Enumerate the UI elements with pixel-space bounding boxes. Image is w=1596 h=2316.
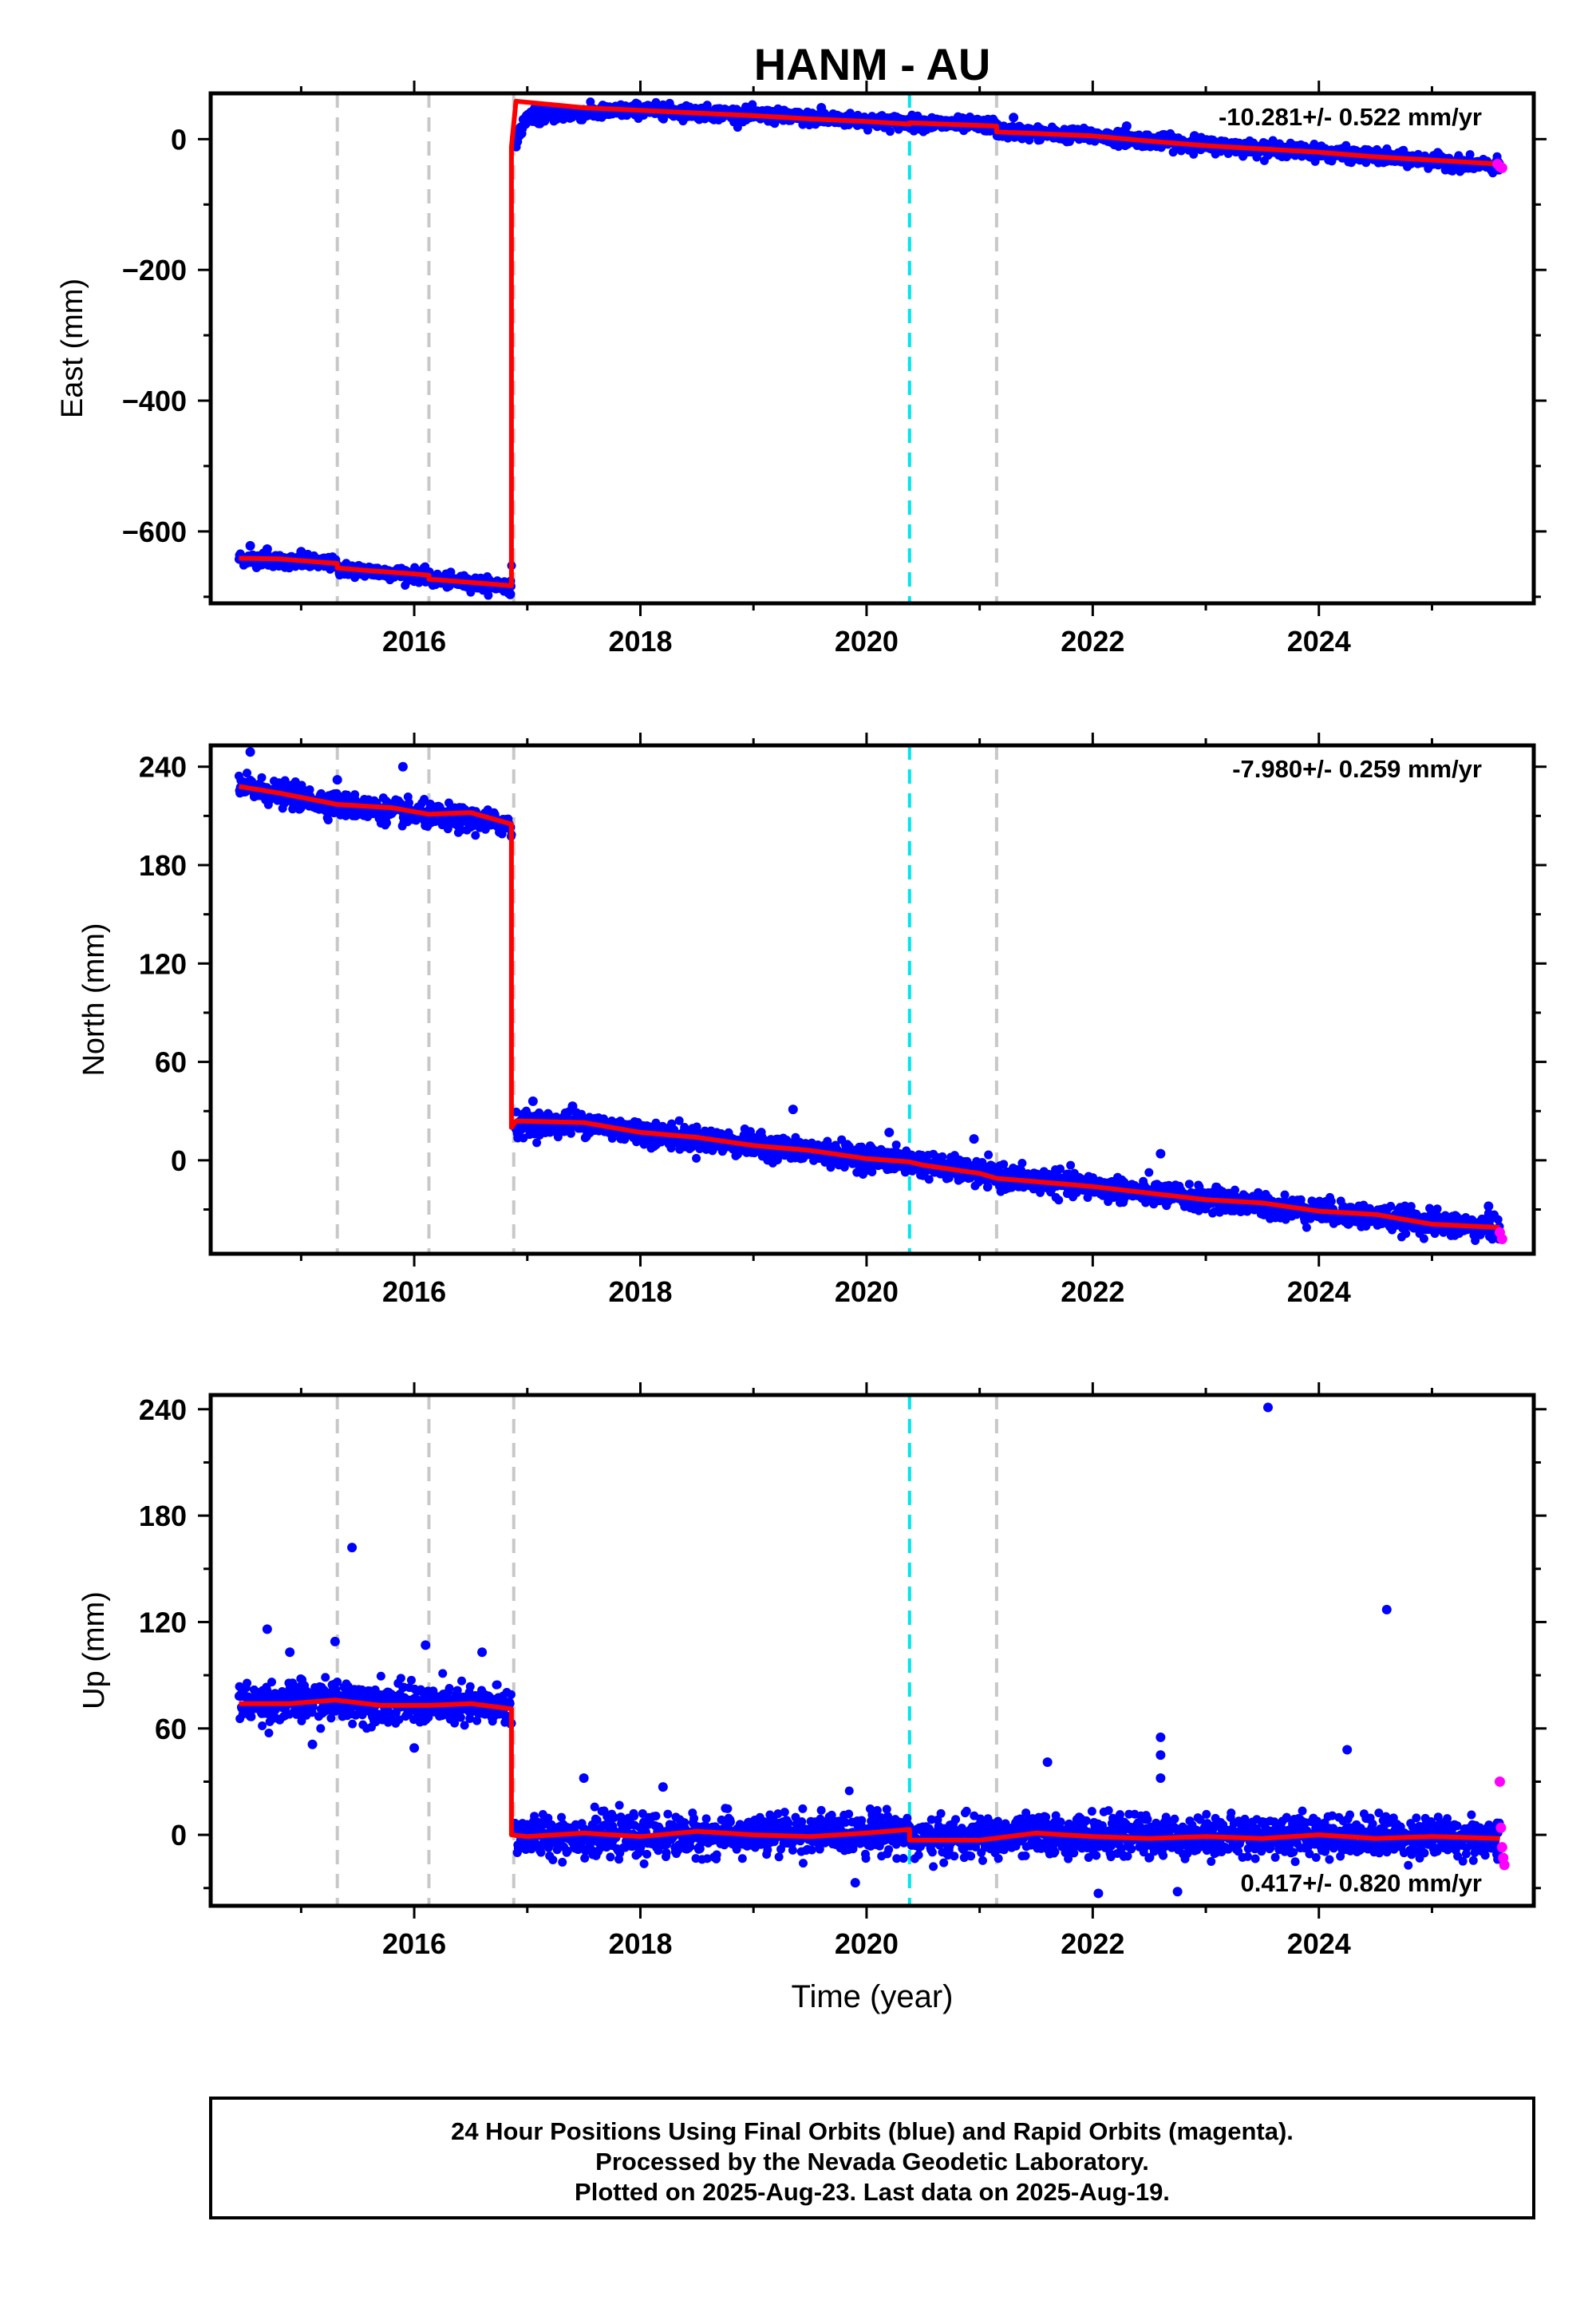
data-point xyxy=(1231,1185,1240,1195)
data-point xyxy=(323,816,333,825)
data-point xyxy=(471,831,480,840)
data-point xyxy=(999,1160,1009,1169)
data-point xyxy=(1302,1223,1311,1232)
y-tick-label: −600 xyxy=(122,516,187,548)
final-orbit-points xyxy=(234,97,1504,600)
data-point xyxy=(1017,1158,1027,1168)
data-point xyxy=(658,100,668,110)
data-point xyxy=(497,829,507,839)
data-point xyxy=(692,1122,701,1132)
data-point xyxy=(885,127,895,136)
data-point xyxy=(1009,113,1019,123)
data-point xyxy=(382,818,392,828)
data-point xyxy=(983,1182,993,1192)
data-point xyxy=(420,795,429,804)
y-tick-label: 0 xyxy=(171,123,187,156)
model-fit-line xyxy=(239,98,1500,588)
data-point xyxy=(505,589,516,599)
data-point xyxy=(924,1175,934,1184)
data-point xyxy=(891,1140,901,1150)
data-point xyxy=(405,798,414,808)
rapid-data-point xyxy=(1496,162,1507,173)
data-point xyxy=(938,1152,947,1161)
data-point xyxy=(243,769,252,778)
data-point xyxy=(1465,150,1475,160)
data-point xyxy=(816,103,827,113)
data-point xyxy=(262,544,272,555)
data-point xyxy=(984,1150,994,1160)
data-point xyxy=(1066,1160,1076,1170)
data-point xyxy=(566,1128,575,1138)
x-tick-label: 2016 xyxy=(382,625,446,658)
plot-frame xyxy=(208,91,1536,606)
data-point xyxy=(1055,1164,1065,1174)
x-tick-label: 2024 xyxy=(1287,625,1351,658)
data-point xyxy=(1121,121,1132,131)
y-axis-label: East (mm) xyxy=(56,279,89,418)
data-point xyxy=(692,1153,701,1163)
data-point xyxy=(586,97,595,107)
data-point xyxy=(245,540,255,551)
data-point xyxy=(1144,1168,1154,1177)
data-point xyxy=(1184,1180,1194,1189)
rate-annotation: -10.281+/- 0.522 mm/yr xyxy=(1219,103,1482,131)
y-tick-label: −400 xyxy=(122,385,187,417)
data-point xyxy=(1054,1196,1064,1205)
y-tick-label: −200 xyxy=(122,254,187,287)
data-point xyxy=(674,1116,684,1125)
data-point xyxy=(257,773,267,782)
data-point xyxy=(305,785,314,794)
data-point xyxy=(1189,131,1199,141)
data-point xyxy=(748,100,757,109)
data-point xyxy=(532,1138,542,1148)
data-point xyxy=(867,1167,877,1176)
x-tick-label: 2018 xyxy=(608,625,672,658)
data-point xyxy=(280,776,290,785)
data-point xyxy=(296,547,306,557)
panel-0: 2016 2018 2020 2022 2024 −600 −400 −200 0 East (m… xyxy=(56,81,1547,658)
data-point xyxy=(1280,1190,1290,1199)
final-orbit-points xyxy=(234,747,1504,1245)
chart-title: HANM - AU xyxy=(754,39,991,89)
x-tick-label: 2022 xyxy=(1061,625,1124,658)
x-tick-label: 2020 xyxy=(835,625,899,658)
data-point xyxy=(533,118,543,128)
